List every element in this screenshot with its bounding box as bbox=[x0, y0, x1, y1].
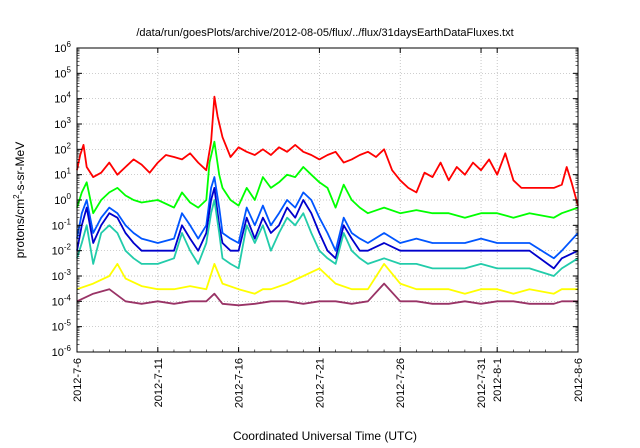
y-tick-label: 10-5 bbox=[52, 319, 72, 334]
y-tick-label: 106 bbox=[54, 40, 71, 55]
y-tick-label: 10-1 bbox=[52, 217, 72, 232]
y-tick-label: 10-6 bbox=[52, 344, 72, 359]
x-tick-label: 2012-7-31 bbox=[476, 358, 488, 408]
plot-series bbox=[76, 95, 579, 307]
series-line bbox=[76, 95, 579, 206]
y-tick-label: 100 bbox=[54, 192, 71, 207]
x-tick-label: 2012-7-26 bbox=[395, 358, 407, 408]
y-axis-label-sup: 2 bbox=[12, 194, 21, 199]
chart-title: /data/run/goesPlots/archive/2012-08-05/f… bbox=[136, 27, 513, 39]
x-tick-label: 2012-8-6 bbox=[573, 358, 585, 402]
series-line bbox=[76, 282, 578, 307]
y-tick-label: 101 bbox=[54, 167, 71, 182]
x-tick-label: 2012-8-1 bbox=[492, 358, 504, 402]
y-axis-label-base: protons/cm bbox=[13, 199, 27, 258]
y-tick-label: 104 bbox=[54, 91, 71, 106]
x-axis-ticks: 2012-7-6 2012-7-11 2012-7-16 2012-7-21 2012-… bbox=[72, 48, 585, 408]
y-axis-label-rest: -s-sr-MeV bbox=[13, 142, 27, 195]
x-tick-label: 2012-7-11 bbox=[153, 358, 165, 407]
series-line bbox=[76, 262, 578, 295]
x-tick-label: 2012-7-21 bbox=[314, 358, 326, 408]
x-tick-label: 2012-7-6 bbox=[72, 358, 84, 402]
y-axis-label: protons/cm2-s-sr-MeV bbox=[12, 142, 27, 258]
x-tick-label: 2012-7-16 bbox=[234, 358, 246, 408]
y-axis-ticks: 10-6 10-5 10-4 10-3 10-2 10-1 100 101 102 103 104 1… bbox=[52, 40, 578, 359]
x-axis-label: Coordinated Universal Time (UTC) bbox=[233, 429, 417, 443]
series-line bbox=[76, 176, 579, 260]
y-tick-label: 105 bbox=[54, 65, 71, 80]
y-tick-label: 10-3 bbox=[52, 268, 72, 283]
y-tick-label: 10-4 bbox=[52, 293, 72, 308]
y-tick-label: 102 bbox=[54, 141, 71, 156]
y-tick-label: 103 bbox=[54, 116, 71, 131]
series-line bbox=[76, 199, 579, 277]
series-line bbox=[76, 140, 579, 219]
y-tick-label: 10-2 bbox=[52, 243, 72, 258]
series-line bbox=[76, 186, 579, 270]
